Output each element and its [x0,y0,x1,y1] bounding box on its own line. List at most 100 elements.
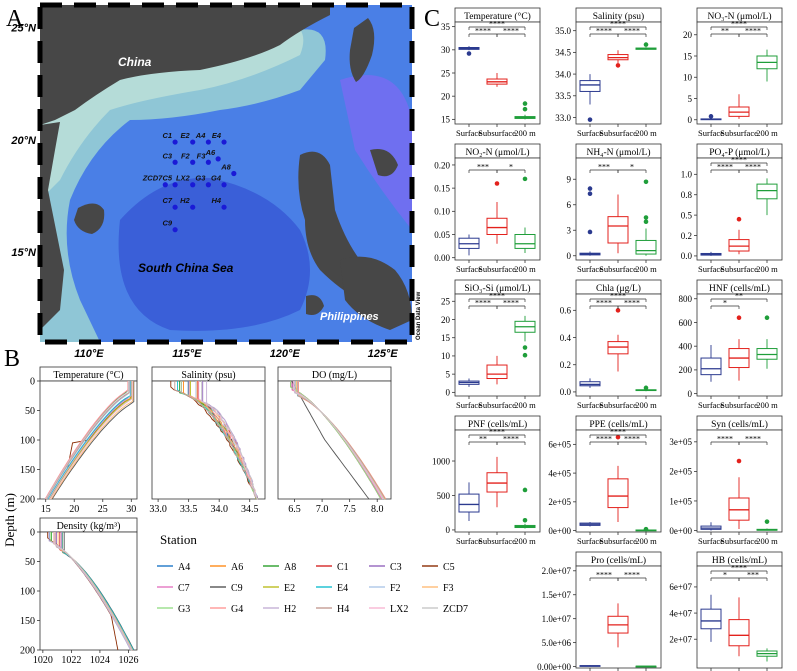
box-y-tick-label: 0.00e+00 [537,662,571,671]
panel-label-c: C [424,6,440,32]
map-lat-labels: 25°N 20°N 15°N [10,22,37,259]
profile-y-tick-label: 0 [30,377,35,388]
significance-label: *** [598,163,610,172]
box-y-tick-label: 35.0 [555,26,571,36]
box-y-tick-label: 35 [441,22,451,32]
significance-label: **** [624,27,640,36]
profile-line [50,381,134,500]
profile-x-tick-label: 1020 [33,655,53,666]
box-outlier [522,352,528,358]
map-deep-basin [118,177,310,331]
profile-line [294,381,385,500]
significance-label: **** [610,428,626,437]
profile-line [49,381,133,500]
station-label: C3 [163,151,173,160]
box-body [728,239,750,252]
box-y-tick-label: 34.0 [555,69,571,79]
box-x-tick-label: 200 m [756,536,778,546]
legend-label: C3 [390,562,402,573]
box-outlier [587,191,593,196]
station-label: F3 [197,151,207,160]
boxplot-panels: Temperature (°C)1520253035SurfaceSubsurf… [432,7,783,671]
box-title: PPE (cells/mL) [589,419,647,430]
map-label-china: China [118,55,152,69]
significance-label: **** [596,571,612,580]
map-lon-label: 110°E [74,348,104,360]
box-body [756,183,778,200]
box-y-tick-label: 0.5 [681,210,693,220]
box-title: NO₂-N (μmol/L) [465,147,529,158]
significance-label: **** [475,27,491,36]
box-y-tick-label: 0.05 [434,230,450,240]
profile-x-tick-label: 7.5 [343,504,356,515]
box-y-tick-label: 1e+05 [669,496,692,506]
significance-label: **** [489,428,505,437]
box-body [486,217,508,235]
box-outlier [643,385,649,391]
box-y-tick-label: 33.0 [555,113,571,123]
box-y-tick-label: 0.10 [434,207,450,217]
station-point [172,204,178,210]
station-label: E4 [212,131,222,140]
box-x-tick-label: 200 m [635,536,657,546]
box-body [700,357,722,376]
box-x-tick-label: 200 m [635,264,657,274]
significance-label: **** [503,27,519,36]
box-x-tick-label: Subsurface [478,128,516,138]
box-y-tick-label: 500 [437,491,451,501]
legend-label: C5 [443,562,455,573]
significance-label: ** [479,435,487,444]
box-y-tick-label: 25 [441,68,451,78]
map-lat-label: 15°N [11,247,37,259]
legend-label: E2 [284,583,295,594]
box-y-tick-label: 0 [446,388,451,398]
station-point [172,139,178,145]
box-outlier [522,101,528,106]
station-point [190,182,196,188]
station-label: H2 [180,196,190,205]
box-outlier [643,526,649,532]
profile-y-tick-label: 50 [25,557,35,568]
box-outlier [764,315,770,321]
profile-line [57,532,133,651]
box-y-tick-label: 400 [679,341,693,351]
box-outlier [522,176,528,182]
profile-title: Temperature (°C) [53,370,123,381]
station-label: LX2 [176,174,191,183]
station-point [221,182,227,188]
box-y-tick-label: 0 [688,115,693,125]
box-y-tick-label: 15 [683,51,693,61]
box-y-tick-label: 6e+05 [548,440,571,450]
box-y-tick-label: 5 [688,94,693,104]
box-y-tick-label: 3 [567,226,572,236]
profile-x-tick-label: 1026 [118,655,138,666]
significance-label: * [723,571,727,580]
box-x-tick-label: 200 m [635,400,657,410]
legend-label: H4 [337,604,349,615]
map-land-mindoro [306,295,324,315]
significance-label: **** [610,20,626,29]
box-x-tick-label: 200 m [514,536,536,546]
legend-label: ZCD7 [443,604,468,615]
significance-label: *** [747,571,759,580]
profile-x-tick-label: 7.0 [316,504,329,515]
map-label-scs: South China Sea [138,261,234,275]
significance-label: **** [596,299,612,308]
station-point [190,139,196,145]
box-x-tick-label: Surface [698,400,724,410]
profile-line [54,532,133,651]
box-y-tick-label: 2e+05 [669,467,692,477]
significance-label: **** [717,435,733,444]
box-y-tick-label: 10 [441,351,451,361]
box-plot-area [454,21,541,125]
box-y-tick-label: 20 [441,91,451,101]
legend-label: C7 [178,583,190,594]
box-outlier [764,519,770,524]
panel-label-a: A [6,6,24,32]
legend-label: A8 [284,562,296,573]
box-x-tick-label: Subsurface [599,128,637,138]
box-y-tick-label: 0.0 [681,251,693,261]
box-x-tick-label: 200 m [514,128,536,138]
significance-label: * [723,299,727,308]
box-title: PO₄-P (μmol/L) [709,147,770,158]
